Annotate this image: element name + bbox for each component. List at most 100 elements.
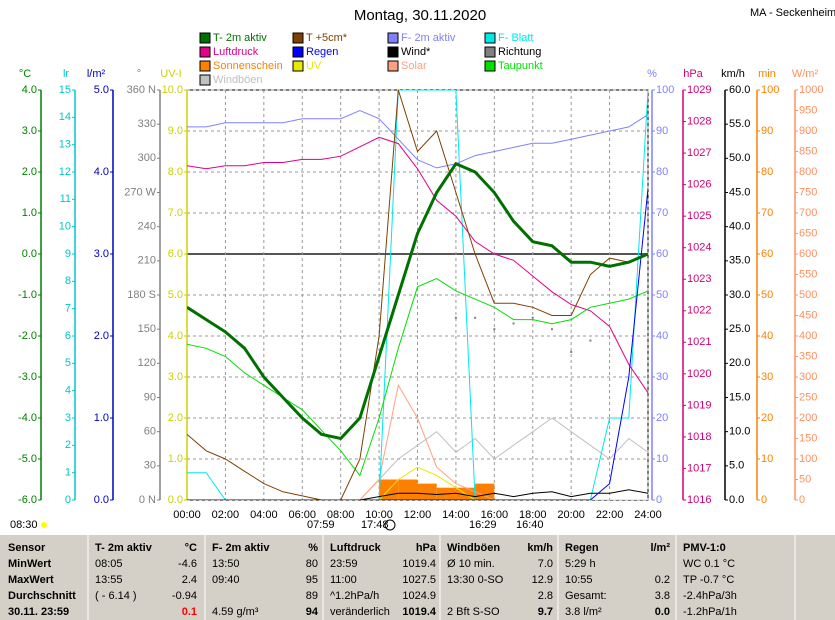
- axis-tick-label: 500: [799, 289, 817, 301]
- bar: [398, 479, 418, 500]
- x-tick-label: 22:00: [596, 509, 624, 521]
- axis-tick-label: 3.0: [22, 125, 37, 137]
- axis-tick-label: 90: [656, 125, 668, 137]
- axis-tick-label: 1016: [687, 494, 711, 506]
- table-cell: 1019.4: [402, 558, 436, 570]
- axis-tick-label: 5.0: [168, 289, 183, 301]
- chart-title: Montag, 30.11.2020: [354, 7, 486, 24]
- series-line: [187, 383, 648, 500]
- axis-tick-label: 30: [761, 371, 773, 383]
- axis-tick-label: 100: [799, 453, 817, 465]
- series-line: [187, 417, 648, 500]
- axis-tick-label: 10: [761, 453, 773, 465]
- table-cell: MaxWert: [8, 574, 54, 586]
- series-line: [187, 466, 648, 500]
- axis-tick-label: 25.0: [729, 323, 750, 335]
- legend-swatch: [199, 32, 211, 44]
- axis-tick-label: 1024: [687, 242, 711, 254]
- legend-label: Taupunkt: [498, 60, 543, 72]
- legend-label: Windböen: [213, 74, 263, 86]
- table-cell: 2.8: [538, 590, 553, 602]
- legend-label: Solar: [401, 60, 427, 72]
- axis-tick-label: 8: [65, 275, 71, 287]
- axis-tick-label: 12: [59, 166, 71, 178]
- legend-swatch: [292, 32, 304, 44]
- table-cell: 2 Bft S-SO: [447, 606, 500, 618]
- table-cell: 89: [306, 590, 318, 602]
- series-line: [187, 136, 648, 394]
- axis-tick-label: 0.0: [168, 494, 183, 506]
- table-cell: 1019.4: [402, 606, 437, 618]
- axis-tick-label: -6.0: [18, 494, 37, 506]
- axis-tick-label: 1020: [687, 368, 711, 380]
- axis-tick-label: 10.0: [162, 84, 183, 96]
- x-tick-label: 00:00: [173, 509, 201, 521]
- axis-tick-label: 750: [799, 186, 817, 198]
- axis-tick-label: 90: [144, 391, 156, 403]
- table-cell: Gesamt:: [565, 590, 607, 602]
- legend-label: Regen: [306, 46, 338, 58]
- legend-swatch: [199, 74, 211, 86]
- table-cell: PMV-1:0: [683, 542, 726, 554]
- table-cell: F- 2m aktiv: [212, 542, 270, 554]
- axis-tick-label: 800: [799, 166, 817, 178]
- legend-label: Wind*: [401, 46, 431, 58]
- axis-tick-label: 1028: [687, 115, 711, 127]
- axis-tick-label: 35.0: [729, 255, 750, 267]
- axis-tick-label: 50: [656, 289, 668, 301]
- axis-tick-label: 10: [59, 221, 71, 233]
- axis-tick-label: 300: [138, 152, 156, 164]
- axis-tick-label: 45.0: [729, 186, 750, 198]
- axis-tick-label: 30: [656, 371, 668, 383]
- legend-label: T- 2m aktiv: [213, 32, 267, 44]
- table-cell: 08:05: [95, 558, 123, 570]
- plot-data: [187, 90, 648, 500]
- x-tick-label: 08:00: [327, 509, 355, 521]
- axis-unit: l/m²: [87, 68, 106, 80]
- axis-tick-label: 5.0: [729, 460, 744, 472]
- axis-tick-label: 950: [799, 104, 817, 116]
- table-cell: °C: [185, 542, 197, 554]
- legend-swatch: [387, 46, 399, 58]
- legend-label: UV: [306, 60, 322, 72]
- table-cell: 0.0: [655, 606, 670, 618]
- axis-tick-label: 0: [656, 494, 662, 506]
- axis-tick-label: 11: [60, 193, 71, 205]
- legend-label: Sonnenschein: [213, 60, 283, 72]
- table-cell: -1.2hPa/1h: [683, 606, 737, 618]
- table-cell: 4.59 g/m³: [212, 606, 259, 618]
- table-cell: 7.0: [538, 558, 553, 570]
- axis-tick-label: 80: [761, 166, 773, 178]
- axis-tick-label: 210: [138, 255, 156, 267]
- axis-tick-label: 50: [799, 473, 811, 485]
- table-cell: Ø 10 min.: [447, 558, 495, 570]
- axis-tick-label: 80: [656, 166, 668, 178]
- x-tick-label: 16:00: [481, 509, 509, 521]
- axis-tick-label: -1.0: [18, 289, 37, 301]
- axis-unit: min: [758, 68, 776, 80]
- x-tick-label: 02:00: [212, 509, 240, 521]
- axis-tick-label: 70: [656, 207, 668, 219]
- table-cell: %: [308, 542, 318, 554]
- table-cell: l/m²: [650, 542, 670, 554]
- axis-tick-label: 1017: [687, 462, 711, 474]
- table-cell: Luftdruck: [330, 542, 382, 554]
- axis-tick-label: 0.0: [94, 494, 109, 506]
- table-cell: hPa: [416, 542, 437, 554]
- table-cell: 10:55: [565, 574, 593, 586]
- x-tick-label: 12:00: [404, 509, 432, 521]
- axis-tick-label: 3: [65, 412, 71, 424]
- table-cell: 23:59: [330, 558, 358, 570]
- axis-tick-label: 650: [799, 227, 817, 239]
- axis-tick-label: 30.0: [729, 289, 750, 301]
- axis-tick-label: 1000: [799, 84, 823, 96]
- table-cell: 1024.9: [402, 590, 436, 602]
- axis-tick-label: 200: [799, 412, 817, 424]
- axis-tick-label: 2.0: [94, 330, 109, 342]
- axis-tick-label: 1023: [687, 273, 711, 285]
- axis-tick-label: 150: [799, 432, 817, 444]
- legend-swatch: [199, 60, 211, 72]
- axis-tick-label: 90: [761, 125, 773, 137]
- axis-tick-label: 550: [799, 268, 817, 280]
- axis-tick-label: 6.0: [168, 248, 183, 260]
